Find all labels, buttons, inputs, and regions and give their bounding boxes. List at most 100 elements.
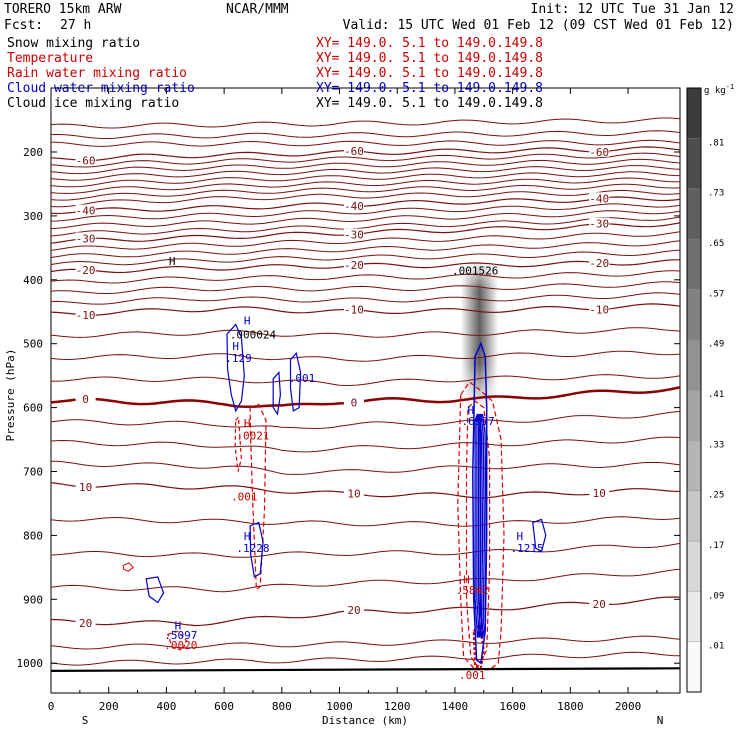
legend-xy: XY= 149.0. 5.1 to 149.0.149.8 — [316, 51, 543, 66]
colorbar-segment — [686, 641, 702, 693]
isotherm-label: -10 — [344, 304, 364, 317]
cloud-contour — [532, 518, 547, 553]
legend-label: Snow mixing ratio — [7, 36, 140, 51]
contour-annotation: H — [244, 315, 251, 328]
colorbar-units: g kg-1 — [704, 83, 734, 96]
colorbar-label: .49 — [708, 340, 724, 350]
isotherm-label: 20 — [79, 617, 92, 630]
isotherm-line — [50, 158, 681, 175]
contour-annotation: .000024 — [230, 329, 277, 342]
contour-annotation: .5842 — [456, 584, 489, 597]
isotherm-line — [50, 516, 681, 527]
y-tick-label: 900 — [23, 593, 43, 606]
colorbar-segment — [686, 188, 702, 240]
isotherm-label: -20 — [344, 259, 364, 272]
contour-annotation: H — [244, 530, 251, 543]
contour-annotation: .0020 — [164, 639, 197, 652]
y-tick-label: 600 — [23, 402, 43, 415]
contour-annotation: .1228 — [236, 542, 269, 555]
isotherm-label: -10 — [76, 309, 96, 322]
x-tick-label: 1200 — [384, 700, 411, 713]
rain-contour-west — [249, 403, 267, 591]
isotherm-label: 0 — [82, 393, 89, 406]
contour-annotation: .6997 — [461, 415, 494, 428]
cloud-contour — [272, 371, 282, 416]
colorbar-segment — [686, 289, 702, 340]
axes: 0 200 400 600 800 1000 1200 1400 1600 1800 2000200… — [17, 88, 680, 713]
isotherm-label: -20 — [76, 264, 96, 277]
colorbar-label: .33 — [708, 440, 724, 450]
y-axis-label: Pressure (hPa) — [4, 349, 17, 442]
x-tick-label: 1000 — [326, 700, 353, 713]
isotherm-line — [50, 651, 681, 666]
x-axis-label: Distance (km) — [322, 714, 408, 727]
cloud-contour — [226, 323, 245, 413]
isotherm-line — [50, 292, 681, 305]
rain-contour-inner — [465, 400, 491, 668]
isotherm-label: 20 — [347, 604, 360, 617]
colorbar-segment — [686, 389, 702, 441]
colorbar-frame — [686, 87, 702, 693]
isotherm-line — [50, 460, 681, 475]
isotherm-10 — [50, 482, 681, 499]
isotherm-line — [50, 249, 681, 266]
isotherm-label: -60 — [344, 145, 364, 158]
isotherm-label: -60 — [589, 146, 609, 159]
contour-annotation: .001 — [289, 372, 316, 385]
snow-shading — [460, 260, 499, 408]
colorbar-label: .41 — [708, 390, 724, 400]
isotherm-20 — [50, 596, 681, 627]
isotherm-line — [50, 411, 681, 430]
center-title: NCAR/MMM — [226, 2, 289, 17]
isotherm-label: -30 — [344, 229, 364, 242]
rain-contour-outer — [457, 381, 505, 671]
ground-line — [50, 667, 681, 672]
cloud-contour-core — [479, 413, 487, 638]
forecast-label: Fcst: — [4, 18, 43, 33]
isotherm-line — [50, 189, 681, 208]
y-tick-label: 800 — [23, 529, 43, 542]
y-tick-label: 300 — [23, 210, 43, 223]
isotherm-line — [50, 130, 681, 139]
cloud-contour — [289, 352, 302, 412]
isotherm-line — [50, 139, 681, 147]
rain-contour-small — [234, 415, 243, 472]
contour-annotation: .0021 — [236, 430, 269, 443]
model-title: TORERO 15km ARW — [4, 2, 122, 17]
isotherm--60 — [50, 146, 681, 161]
y-tick-label: 1000 — [17, 657, 44, 670]
colorbar-segment — [686, 138, 702, 189]
isotherm-label: 10 — [79, 481, 92, 494]
legend-label: Temperature — [7, 51, 93, 66]
isotherm-line — [50, 216, 681, 237]
isotherm-label: -30 — [76, 232, 96, 245]
isotherm-line — [50, 327, 681, 338]
isotherm-label: -10 — [589, 304, 609, 317]
x-tick-label: 1800 — [557, 700, 584, 713]
colorbar: g kg-1 .01 .09 .17 .25 .33 .41 .49 .57 .65 .73 .81 — [686, 83, 734, 693]
isotherm-line — [50, 152, 681, 168]
isotherm-line — [50, 350, 681, 362]
legend-xy: XY= 149.0. 5.1 to 149.0.149.8 — [316, 66, 543, 81]
x-tick-label: 600 — [214, 700, 234, 713]
y-tick-label: 700 — [23, 466, 43, 479]
isotherm-label: 20 — [593, 598, 606, 611]
isotherm-line — [50, 177, 681, 194]
isotherm-line — [50, 183, 681, 201]
isotherm-line — [50, 231, 681, 251]
init-time: Init: 12 UTC Tue 31 Jan 12 — [531, 2, 735, 17]
isotherm--20 — [50, 259, 680, 274]
colorbar-label: .81 — [708, 138, 724, 148]
isotherm-line — [50, 270, 681, 284]
isotherm-line — [50, 165, 681, 181]
colorbar-label: .65 — [708, 239, 724, 249]
isotherm-line — [50, 635, 681, 650]
colorbar-segment — [686, 540, 702, 592]
x-tick-label: 0 — [48, 700, 55, 713]
isotherm-label: 10 — [593, 487, 606, 500]
contour-annotation: H — [517, 530, 524, 543]
y-tick-label: 400 — [23, 274, 43, 287]
isotherm-line — [50, 117, 681, 129]
colorbar-segment — [686, 87, 702, 139]
